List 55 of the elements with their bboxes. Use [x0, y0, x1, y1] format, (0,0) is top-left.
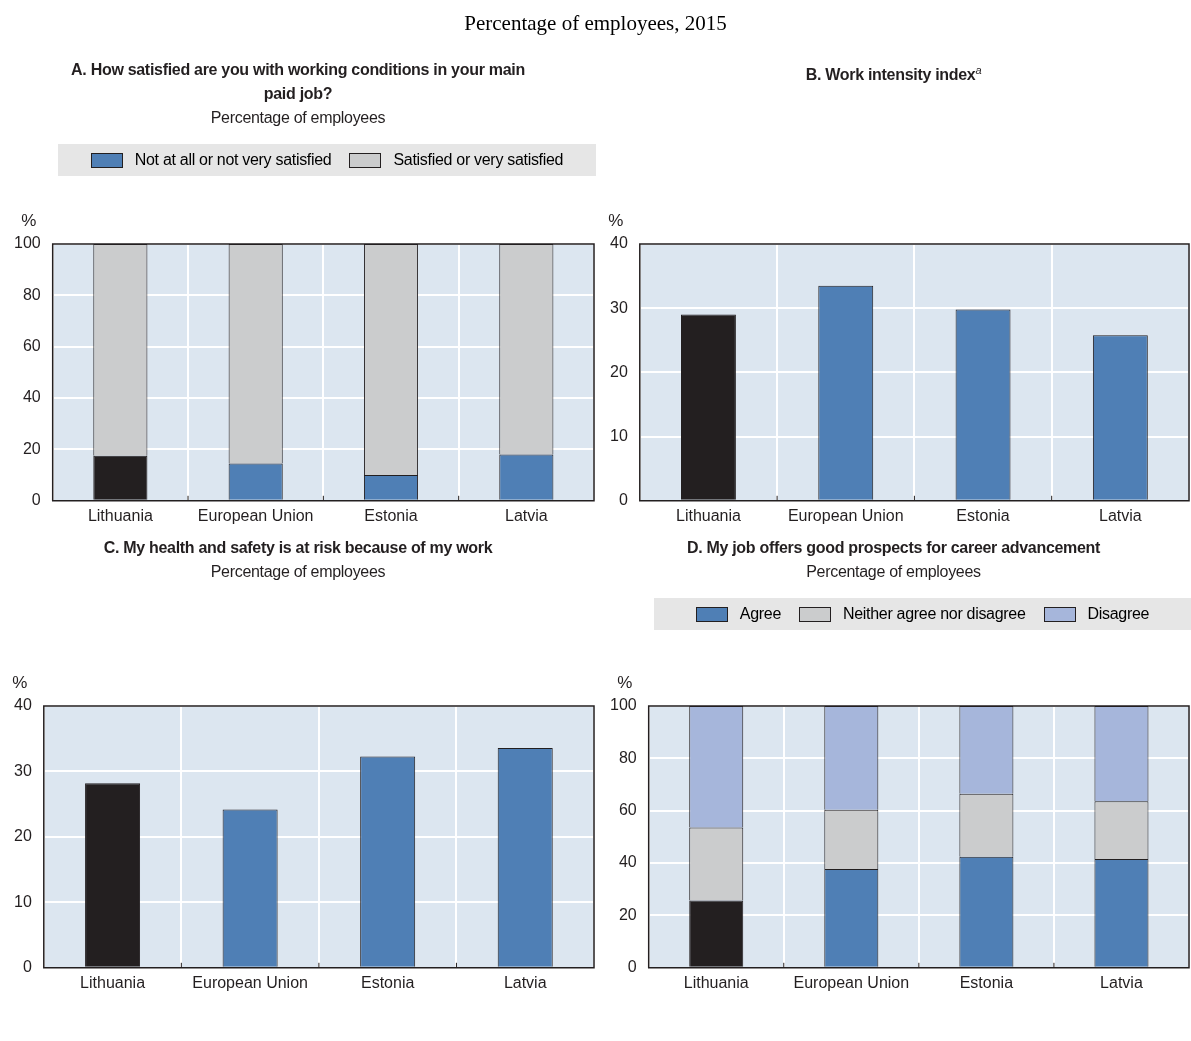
y-tick-label: 30: [610, 298, 628, 316]
legend-label: Not at all or not very satisfied: [133, 151, 332, 169]
x-tick-label: European Union: [197, 506, 314, 524]
y-tick-label: 0: [627, 958, 637, 976]
y-axis-title: %: [12, 673, 28, 692]
x-tick-label: Latvia: [504, 506, 548, 524]
chart-subtitle: Percentage of employees: [806, 562, 981, 582]
y-tick-label: 60: [618, 801, 637, 819]
chart-subtitle: Percentage of employees: [210, 562, 386, 582]
x-tick-label: European Union: [192, 973, 308, 991]
x-tick-label: Latvia: [1100, 973, 1143, 991]
y-tick-label: 80: [22, 285, 41, 303]
y-tick-label: 10: [14, 892, 32, 910]
chart-subtitle: Percentage of employees: [210, 108, 386, 128]
x-tick-label: Estonia: [959, 973, 1014, 991]
chart-title: C. My health and safety is at risk because of my work: [102, 538, 494, 558]
x-tick-label: European Union: [787, 506, 904, 524]
x-tick-label: Latvia: [1099, 506, 1142, 524]
y-tick-label: 20: [22, 439, 41, 457]
y-axis-title: %: [617, 673, 633, 692]
y-tick-label: 20: [610, 362, 628, 380]
y-tick-label: 100: [13, 234, 41, 252]
x-tick-label: Estonia: [956, 506, 1010, 524]
x-tick-label: Lithuania: [80, 973, 146, 991]
x-tick-label: Latvia: [503, 973, 547, 991]
legend-label: Neither agree nor disagree: [842, 605, 1026, 623]
chart-title: B. Work intensity index$^{a}$: [804, 63, 983, 86]
y-tick-label: 0: [22, 958, 32, 976]
y-tick-label: 100: [609, 696, 637, 714]
y-tick-label: 20: [618, 905, 637, 923]
y-tick-label: 30: [14, 761, 32, 779]
y-tick-label: 80: [618, 748, 637, 766]
y-tick-label: 60: [22, 337, 41, 355]
y-tick-label: 0: [618, 491, 628, 509]
y-tick-label: 0: [31, 491, 41, 509]
legend-label: Satisfied or very satisfied: [392, 151, 564, 169]
x-tick-label: Estonia: [364, 506, 418, 524]
x-tick-label: Lithuania: [87, 506, 153, 524]
y-tick-label: 20: [14, 827, 32, 845]
text: Percentage of employees, 2015: [463, 10, 728, 37]
y-tick-label: 40: [14, 696, 32, 714]
x-tick-label: European Union: [793, 973, 910, 991]
x-tick-label: Lithuania: [683, 973, 749, 991]
chart-title: D. My job offers good prospects for career advancement: [685, 538, 1102, 558]
y-tick-label: 40: [610, 234, 628, 252]
x-tick-label: Lithuania: [675, 506, 742, 524]
y-axis-title: %: [608, 211, 624, 230]
x-tick-label: Estonia: [360, 973, 415, 991]
legend-label: Agree: [738, 605, 781, 623]
y-tick-label: 40: [22, 388, 41, 406]
y-tick-label: 10: [610, 427, 628, 445]
y-tick-label: 40: [618, 853, 637, 871]
legend-label: Disagree: [1086, 605, 1150, 623]
y-axis-title: %: [21, 211, 37, 230]
chart-title: A. How satisfied are you with working conditions in your main paid job?: [70, 60, 526, 104]
